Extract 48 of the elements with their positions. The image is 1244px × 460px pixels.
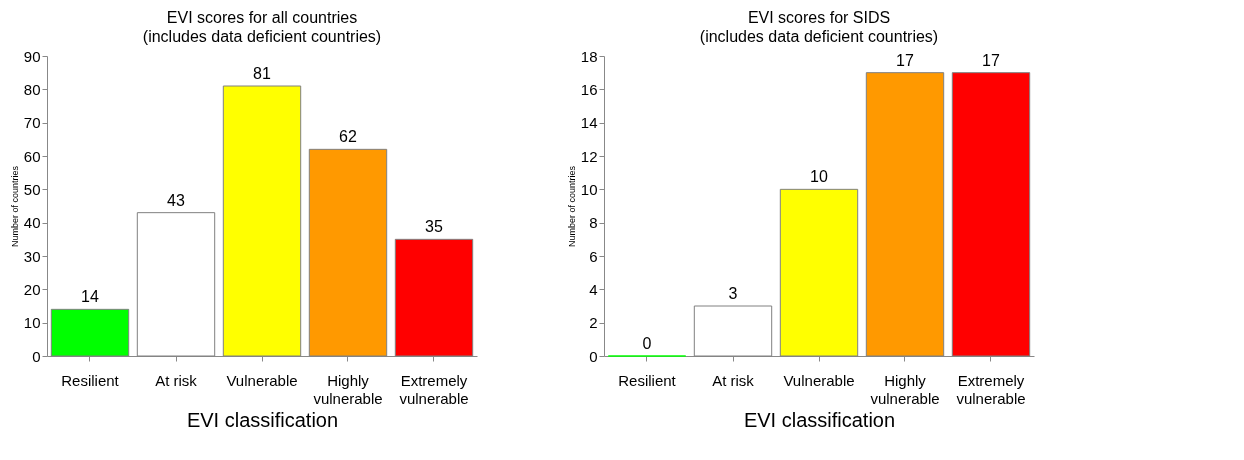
x-tick-label: Resilient: [618, 371, 677, 389]
y-tick-label: 20: [23, 280, 41, 298]
y-tick-label: 6: [589, 247, 598, 265]
x-tick-label: Vulnerable: [783, 371, 855, 389]
data-label: 3: [728, 285, 738, 302]
x-tick-label: Highly vulnerable: [313, 371, 383, 407]
data-label: 17: [982, 51, 1000, 69]
x-tick-label: Vulnerable: [226, 371, 298, 389]
y-tick-label: 4: [589, 280, 598, 298]
y-tick-label: 14: [580, 114, 598, 132]
data-label: 10: [810, 168, 828, 186]
x-axis-title: EVI classification: [743, 408, 896, 431]
y-axis-title: Number of countries: [566, 165, 577, 248]
y-tick-label: 18: [580, 47, 598, 65]
x-tick-label: At risk: [155, 371, 198, 389]
data-label: 43: [167, 191, 185, 209]
y-axis-title: Number of countries: [9, 165, 20, 248]
y-tick-label: 70: [23, 114, 41, 132]
y-tick-label: 0: [32, 347, 41, 365]
y-tick-label: 10: [580, 180, 598, 198]
x-axis-title: EVI classification: [186, 408, 339, 431]
y-tick-label: 0: [589, 347, 598, 365]
data-label: 14: [81, 288, 99, 306]
data-label: 35: [425, 218, 443, 236]
y-tick-label: 50: [23, 180, 41, 198]
y-tick-label: 8: [589, 214, 598, 232]
x-tick-label: Highly vulnerable: [870, 371, 940, 407]
y-tick-label: 30: [23, 247, 41, 265]
y-tick-label: 40: [23, 214, 41, 232]
data-label: 81: [253, 65, 271, 82]
x-tick-label: Resilient: [61, 371, 120, 389]
chart-title: EVI scores for SIDS: [747, 9, 891, 26]
y-tick-label: 10: [23, 314, 41, 332]
data-label: 0: [642, 335, 652, 352]
x-tick-label: Extremely vulnerable: [956, 371, 1026, 407]
x-tick-label: Extremely vulnerable: [399, 371, 469, 407]
x-tick-label: At risk: [712, 371, 755, 389]
chart-subtitle: (includes data deficient countries): [142, 28, 382, 45]
data-label: 62: [339, 128, 357, 146]
chart-subtitle: (includes data deficient countries): [699, 28, 939, 45]
y-tick-label: 60: [23, 147, 41, 165]
y-tick-label: 80: [23, 80, 41, 98]
chart-title: EVI scores for all countries: [166, 9, 358, 26]
y-tick-label: 90: [23, 47, 41, 65]
y-tick-label: 16: [580, 80, 598, 98]
y-tick-label: 2: [589, 314, 598, 332]
y-tick-label: 12: [580, 147, 598, 165]
data-label: 17: [896, 51, 914, 69]
